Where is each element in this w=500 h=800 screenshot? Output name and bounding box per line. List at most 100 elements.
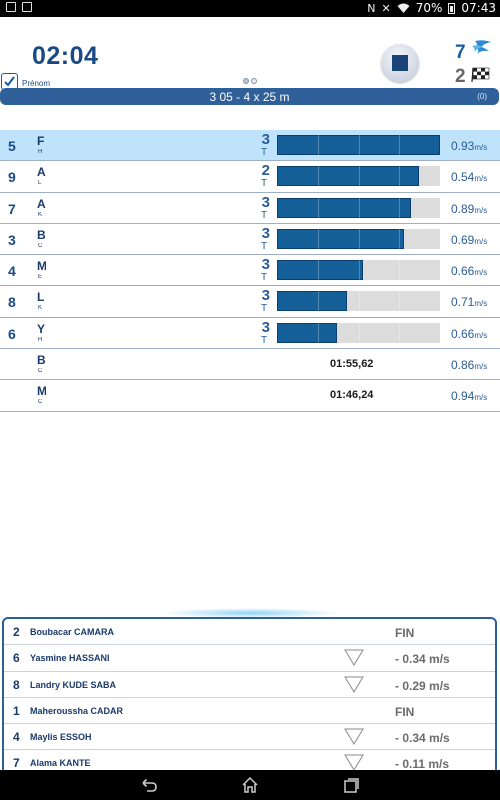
speed-unit: m/s bbox=[474, 268, 488, 278]
ranking-row[interactable]: 8 Landry KUDE SABA - 0.29 m/s bbox=[4, 672, 495, 698]
battery-icon bbox=[448, 2, 456, 14]
swimmer-row[interactable]: 5 F H 3 T 0.93m/s bbox=[0, 130, 500, 162]
ranking-row[interactable]: 6 Yasmine HASSANI - 0.34 m/s bbox=[4, 645, 495, 672]
progress-track bbox=[277, 166, 440, 187]
down-triangle-icon bbox=[344, 754, 364, 772]
ranking-row[interactable]: 1 Maheroussha CADAR FIN bbox=[4, 698, 495, 725]
ranking-lane: 7 bbox=[13, 756, 20, 771]
lap-count: 3 bbox=[261, 287, 270, 305]
progress-tick bbox=[358, 228, 360, 249]
home-icon[interactable] bbox=[241, 776, 259, 794]
progress-tick bbox=[358, 291, 360, 312]
progress-fill bbox=[277, 228, 405, 249]
speed-value: 0.66 bbox=[451, 264, 475, 279]
ranking-lane: 2 bbox=[13, 625, 20, 639]
turn-label: T bbox=[261, 272, 268, 284]
stop-button[interactable] bbox=[381, 44, 419, 82]
swimmer-name: Y bbox=[37, 321, 46, 336]
lap-count: 3 bbox=[261, 224, 270, 242]
progress-tick bbox=[358, 260, 360, 281]
speed-value: 0.71 bbox=[451, 295, 475, 310]
swimmer-row[interactable]: 8 L K 3 T 0.71m/s bbox=[0, 286, 500, 318]
recent-apps-icon[interactable] bbox=[342, 776, 360, 794]
progress-track bbox=[277, 135, 440, 155]
checkmark-icon bbox=[4, 76, 15, 87]
ranking-lane: 8 bbox=[13, 677, 20, 692]
back-icon[interactable] bbox=[140, 776, 158, 794]
progress-tick bbox=[317, 135, 319, 155]
swimmers-finished-count: 2 bbox=[455, 66, 466, 87]
lane-number: 7 bbox=[8, 200, 16, 217]
ranking-row[interactable]: 4 Maylis ESSOH - 0.34 m/s bbox=[4, 724, 495, 751]
page-dot bbox=[251, 78, 257, 84]
ranking-lane: 1 bbox=[13, 703, 20, 718]
down-triangle-icon bbox=[344, 649, 364, 667]
swimmer-speed: 0.69m/s bbox=[451, 233, 487, 247]
swimmer-club: H bbox=[38, 336, 43, 343]
speed-value: 0.93 bbox=[451, 139, 475, 153]
ranking-row[interactable]: 2 Boubacar CAMARA FIN bbox=[4, 619, 495, 646]
swimmer-icon bbox=[472, 40, 491, 54]
ranking-value: - 0.34 m/s bbox=[395, 652, 450, 667]
battery-percent: 70% bbox=[415, 1, 443, 15]
swimmer-row[interactable]: 6 Y H 3 T 0.66m/s bbox=[0, 317, 500, 350]
progress-tick bbox=[358, 166, 360, 187]
wifi-icon bbox=[397, 3, 410, 13]
progress-track bbox=[277, 260, 440, 281]
progress-tick bbox=[399, 166, 401, 187]
speed-unit: m/s bbox=[474, 330, 488, 340]
speed-value: 0.89 bbox=[451, 201, 475, 216]
speed-value: 0.54 bbox=[451, 170, 475, 185]
swimmer-name: F bbox=[37, 134, 45, 148]
progress-fill bbox=[277, 260, 364, 281]
lap-count: 3 bbox=[261, 131, 270, 148]
ranking-name: Yasmine HASSANI bbox=[30, 653, 110, 664]
swimmers-in-water-count: 7 bbox=[455, 42, 466, 63]
lane-number: 9 bbox=[8, 169, 16, 186]
progress-track bbox=[277, 228, 440, 249]
swimmer-club: C bbox=[38, 399, 43, 406]
swimmer-name: L bbox=[37, 290, 45, 305]
swimmer-speed: 0.71m/s bbox=[451, 295, 487, 309]
swimmer-row[interactable]: B C 01:55,62 0.86m/s bbox=[0, 349, 500, 381]
speed-unit: m/s bbox=[474, 393, 488, 403]
race-timer: 02:04 bbox=[32, 42, 99, 70]
progress-tick bbox=[399, 228, 401, 249]
nfc-icon: N bbox=[367, 1, 376, 15]
progress-fill bbox=[277, 166, 419, 187]
progress-fill bbox=[277, 197, 411, 218]
swimmer-club: K bbox=[38, 305, 43, 312]
race-count: (0) bbox=[477, 92, 487, 101]
progress-track bbox=[277, 197, 440, 218]
page-dot-active bbox=[243, 78, 249, 84]
swimmer-club: E bbox=[38, 274, 43, 281]
progress-tick bbox=[399, 322, 401, 343]
vibrate-icon: ✕ bbox=[381, 1, 391, 15]
lane-number: 5 bbox=[8, 138, 16, 154]
lap-count: 3 bbox=[261, 318, 270, 336]
swimmer-row[interactable]: M C 01:46,24 0.94m/s bbox=[0, 380, 500, 412]
swimmer-row[interactable]: 7 A K 3 T 0.89m/s bbox=[0, 192, 500, 224]
ranking-row[interactable]: 7 Alama KANTE - 0.11 m/s bbox=[4, 750, 495, 775]
swimmer-speed: 0.94m/s bbox=[451, 389, 487, 403]
panel-glow bbox=[160, 608, 340, 618]
progress-tick bbox=[399, 260, 401, 281]
progress-tick bbox=[317, 166, 319, 187]
swimmer-row[interactable]: 3 B C 3 T 0.69m/s bbox=[0, 223, 500, 256]
ranking-name: Boubacar CAMARA bbox=[30, 627, 115, 637]
swimmer-club: K bbox=[38, 211, 43, 218]
progress-tick bbox=[317, 260, 319, 281]
swimmer-row[interactable]: 9 A L 2 T 0.54m/s bbox=[0, 161, 500, 193]
swimmer-row[interactable]: 4 M E 3 T 0.66m/s bbox=[0, 255, 500, 287]
page-indicator bbox=[243, 78, 257, 84]
speed-unit: m/s bbox=[474, 143, 488, 152]
lap-count: 3 bbox=[261, 256, 270, 274]
race-title-bar: 3 05 - 4 x 25 m (0) bbox=[0, 88, 499, 105]
down-triangle-icon bbox=[344, 728, 364, 746]
finish-time: 01:46,24 bbox=[330, 389, 374, 402]
lane-number: 6 bbox=[8, 325, 16, 342]
ranking-lane: 6 bbox=[13, 651, 20, 666]
speed-value: 0.94 bbox=[451, 389, 475, 404]
ranking-value: FIN bbox=[395, 626, 415, 640]
